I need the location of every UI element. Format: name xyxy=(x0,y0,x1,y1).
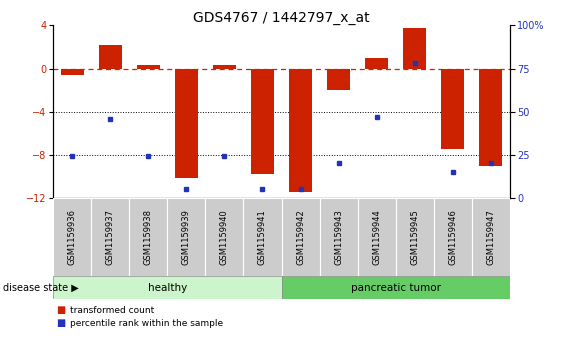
Text: GSM1159939: GSM1159939 xyxy=(182,209,191,265)
Text: GSM1159942: GSM1159942 xyxy=(296,209,305,265)
Bar xyxy=(53,198,91,276)
Bar xyxy=(358,198,395,276)
Text: GSM1159936: GSM1159936 xyxy=(68,209,77,265)
Bar xyxy=(282,276,510,299)
Bar xyxy=(479,69,502,166)
Bar xyxy=(205,198,243,276)
Bar xyxy=(434,198,471,276)
Text: healthy: healthy xyxy=(148,283,187,293)
Text: percentile rank within the sample: percentile rank within the sample xyxy=(70,319,224,327)
Bar xyxy=(243,198,282,276)
Bar xyxy=(289,69,312,192)
Bar xyxy=(213,65,236,69)
Bar xyxy=(403,28,426,69)
Text: GSM1159946: GSM1159946 xyxy=(448,209,457,265)
Bar xyxy=(99,45,122,69)
Text: pancreatic tumor: pancreatic tumor xyxy=(351,283,440,293)
Text: GSM1159947: GSM1159947 xyxy=(486,209,495,265)
Bar xyxy=(61,69,84,75)
Text: GSM1159941: GSM1159941 xyxy=(258,209,267,265)
Text: disease state ▶: disease state ▶ xyxy=(3,283,79,293)
Bar xyxy=(441,69,464,149)
Bar xyxy=(129,198,168,276)
Text: GSM1159944: GSM1159944 xyxy=(372,209,381,265)
Text: GSM1159945: GSM1159945 xyxy=(410,209,419,265)
Bar xyxy=(320,198,358,276)
Text: GSM1159940: GSM1159940 xyxy=(220,209,229,265)
Bar xyxy=(282,198,320,276)
Bar xyxy=(175,69,198,179)
Text: GSM1159943: GSM1159943 xyxy=(334,209,343,265)
Bar xyxy=(472,198,510,276)
Text: ■: ■ xyxy=(56,305,65,315)
Text: GSM1159937: GSM1159937 xyxy=(106,209,115,265)
Bar xyxy=(251,69,274,174)
Bar xyxy=(137,65,160,69)
Bar xyxy=(168,198,205,276)
Bar xyxy=(91,198,129,276)
Bar xyxy=(327,69,350,90)
Text: ■: ■ xyxy=(56,318,65,328)
Text: GDS4767 / 1442797_x_at: GDS4767 / 1442797_x_at xyxy=(193,11,370,25)
Text: GSM1159938: GSM1159938 xyxy=(144,209,153,265)
Bar xyxy=(395,198,434,276)
Bar xyxy=(53,276,282,299)
Bar xyxy=(365,58,388,69)
Text: transformed count: transformed count xyxy=(70,306,155,315)
